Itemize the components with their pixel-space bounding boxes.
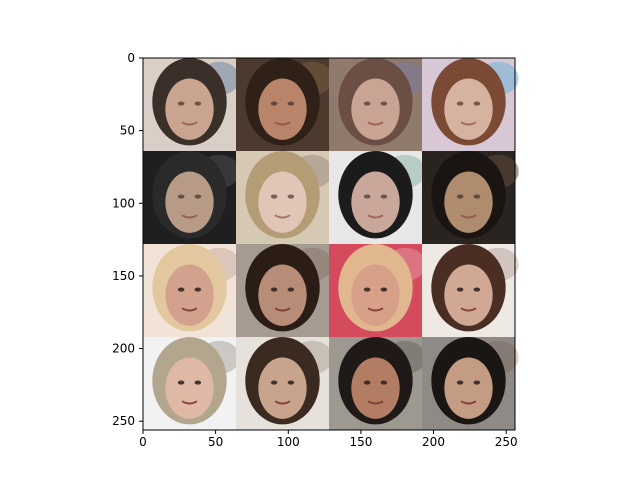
face-tile-r2-c2 — [329, 244, 426, 337]
y-tick-label-0: 0 — [127, 51, 135, 65]
face-tile-r0-c0 — [143, 58, 240, 151]
face-tile-r1-c1 — [236, 151, 333, 244]
x-axis: 0 50 100 150 200 250 — [139, 430, 518, 449]
y-tick-200: 200 — [112, 342, 143, 356]
y-axis: 0 50 100 150 200 250 — [112, 51, 143, 428]
x-tick-label-0: 0 — [139, 435, 147, 449]
x-tick-150: 150 — [349, 430, 372, 449]
y-tick-50: 50 — [120, 124, 143, 138]
y-tick-label-200: 200 — [112, 342, 135, 356]
x-tick-200: 200 — [422, 430, 445, 449]
axes-frame — [142, 57, 516, 431]
face-tile-r1-c3 — [422, 151, 519, 244]
y-tick-label-150: 150 — [112, 269, 135, 283]
image-grid — [143, 58, 519, 430]
x-tick-250: 250 — [495, 430, 518, 449]
face-tile-r3-c3 — [422, 337, 519, 430]
y-tick-250: 250 — [112, 414, 143, 428]
face-tile-r0-c1 — [236, 58, 333, 151]
x-tick-label-150: 150 — [349, 435, 372, 449]
y-tick-150: 150 — [112, 269, 143, 283]
face-tile-r3-c1 — [236, 337, 333, 430]
face-tile-r2-c0 — [143, 244, 240, 337]
face-tile-r1-c2 — [329, 151, 426, 244]
face-tile-r1-c0 — [143, 151, 240, 244]
face-tile-r0-c2 — [329, 58, 426, 151]
y-tick-label-250: 250 — [112, 414, 135, 428]
face-tile-r3-c0 — [143, 337, 240, 430]
face-tile-r2-c3 — [422, 244, 519, 337]
x-tick-50: 50 — [208, 430, 223, 449]
x-tick-100: 100 — [277, 430, 300, 449]
y-tick-label-100: 100 — [112, 196, 135, 210]
face-tile-r2-c1 — [236, 244, 333, 337]
x-tick-label-50: 50 — [208, 435, 223, 449]
face-tile-r0-c3 — [422, 58, 519, 151]
x-tick-label-200: 200 — [422, 435, 445, 449]
x-tick-0: 0 — [139, 430, 147, 449]
y-tick-0: 0 — [127, 51, 143, 65]
x-tick-label-250: 250 — [495, 435, 518, 449]
x-tick-label-100: 100 — [277, 435, 300, 449]
y-tick-100: 100 — [112, 196, 143, 210]
y-tick-label-50: 50 — [120, 124, 135, 138]
face-tile-r3-c2 — [329, 337, 426, 430]
